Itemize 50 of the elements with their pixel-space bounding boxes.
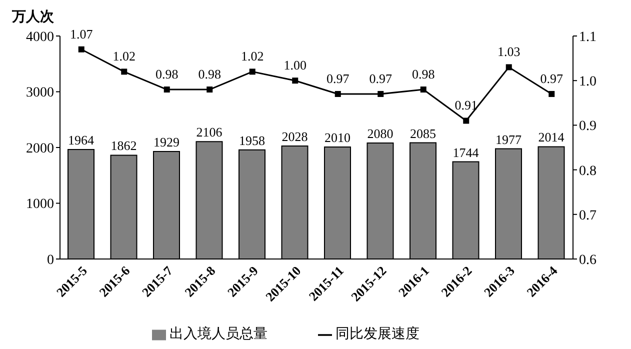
point [206,86,213,93]
y-tick-label: 4000 [26,30,54,45]
y-tick-label: 1000 [26,197,54,212]
data-label: 0.97 [369,70,392,86]
data-label: 2080 [367,126,394,142]
data-label: 2014 [538,130,565,145]
data-label: 2028 [282,128,308,144]
data-label: 1977 [496,132,522,147]
data-label: 0.97 [540,70,564,86]
legend-label: 同比发展速度 [336,327,420,342]
data-label: 1.07 [70,26,94,42]
data-label: 1958 [239,132,265,148]
data-label: 2085 [410,126,436,141]
point [334,90,341,97]
data-label: 1744 [452,144,480,160]
data-label: 1.02 [241,48,264,64]
data-label: 0.91 [454,98,478,113]
point [164,86,170,93]
y2-tick-label: 0.6 [579,252,596,268]
legend-label: 出入境人员总量 [170,327,268,342]
data-label: 0.98 [198,66,221,82]
data-label: 1.02 [112,48,136,64]
y2-tick-label: 0.9 [579,119,596,134]
y2-tick-label: 0.7 [579,208,596,224]
point [121,68,128,75]
y2-tick-label: 0.8 [579,164,596,179]
data-label: 1862 [110,138,137,154]
data-label: 2106 [196,124,223,140]
y2-tick-label: 1.1 [579,30,596,45]
point [506,64,512,70]
point [292,78,298,84]
data-label: 1.03 [498,44,520,60]
data-label: 2010 [324,130,350,145]
point [463,118,470,124]
data-label: 1.00 [284,58,306,73]
y-tick-label: 0 [47,252,54,268]
data-label: 0.98 [156,66,178,82]
y-axis-title: 万人次 [12,8,54,26]
point [249,68,256,75]
data-label: 1929 [154,134,180,150]
point [378,90,384,97]
y-tick-label: 3000 [26,86,54,101]
data-label: 0.97 [326,70,350,86]
data-label: 1964 [68,132,94,148]
point [420,86,426,93]
y-tick-label: 2000 [26,141,54,156]
data-label: 0.98 [412,66,435,82]
y2-tick-label: 1.0 [579,74,596,90]
point [78,46,84,52]
point [548,90,555,97]
